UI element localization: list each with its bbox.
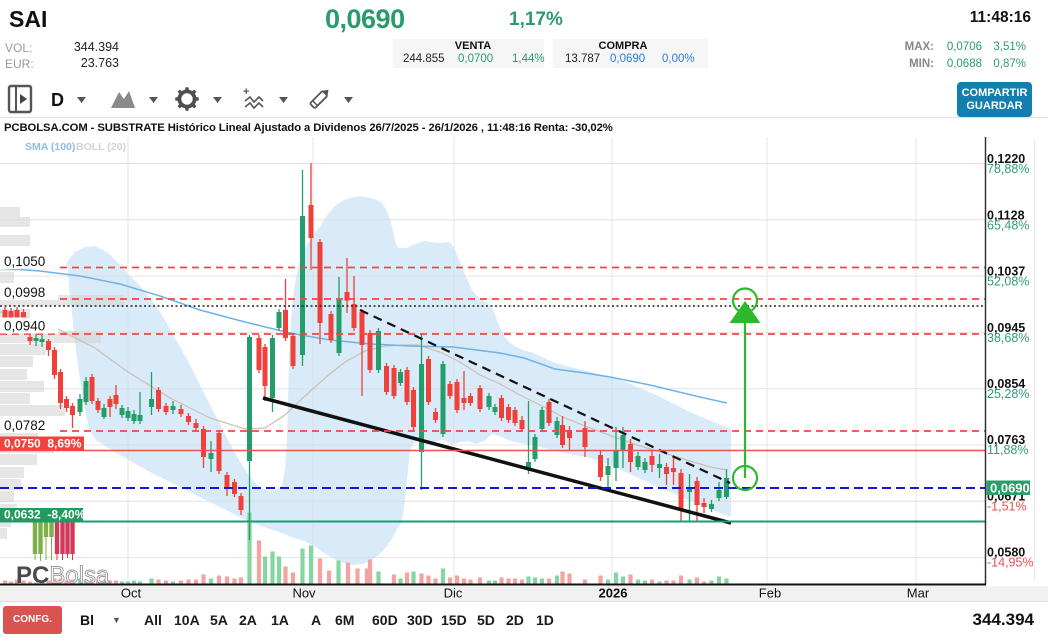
svg-text:0,0854: 0,0854: [987, 377, 1025, 391]
svg-text:SMA (100): SMA (100): [25, 141, 75, 153]
svg-text:0,0782: 0,0782: [4, 418, 45, 433]
svg-text:0,1050: 0,1050: [4, 254, 45, 269]
svg-text:-14,95%: -14,95%: [987, 556, 1034, 570]
svg-text:78,88%: 78,88%: [987, 162, 1029, 176]
svg-text:Feb: Feb: [759, 586, 781, 601]
svg-text:0,0940: 0,0940: [4, 319, 45, 334]
svg-text:-1,51%: -1,51%: [987, 499, 1027, 513]
svg-text:Dic: Dic: [444, 586, 463, 601]
svg-text:D: D: [51, 90, 64, 110]
svg-text:0,1037: 0,1037: [987, 265, 1025, 279]
svg-text:0,0690: 0,0690: [990, 481, 1030, 496]
svg-text:2026: 2026: [599, 586, 628, 601]
svg-text:0,0580: 0,0580: [987, 546, 1025, 560]
svg-text:Oct: Oct: [121, 586, 142, 601]
svg-text:0,0763: 0,0763: [987, 433, 1025, 447]
svg-text:38,68%: 38,68%: [987, 331, 1029, 345]
svg-text:BOLL (20): BOLL (20): [76, 141, 126, 153]
svg-text:0,0750 8,69%: 0,0750 8,69%: [4, 437, 82, 451]
svg-text:65,48%: 65,48%: [987, 218, 1029, 232]
svg-text:25,28%: 25,28%: [987, 387, 1029, 401]
svg-text:0,1220: 0,1220: [987, 152, 1025, 166]
svg-text:0,1128: 0,1128: [987, 208, 1025, 222]
svg-text:52,08%: 52,08%: [987, 275, 1029, 289]
svg-text:0,0945: 0,0945: [987, 321, 1025, 335]
svg-text:+: +: [243, 86, 249, 98]
svg-text:0,0632 -8,40%: 0,0632 -8,40%: [4, 508, 86, 522]
svg-text:11,88%: 11,88%: [987, 443, 1028, 457]
svg-text:0,0998: 0,0998: [4, 285, 45, 300]
svg-text:Mar: Mar: [907, 586, 930, 601]
svg-text:Nov: Nov: [292, 586, 316, 601]
